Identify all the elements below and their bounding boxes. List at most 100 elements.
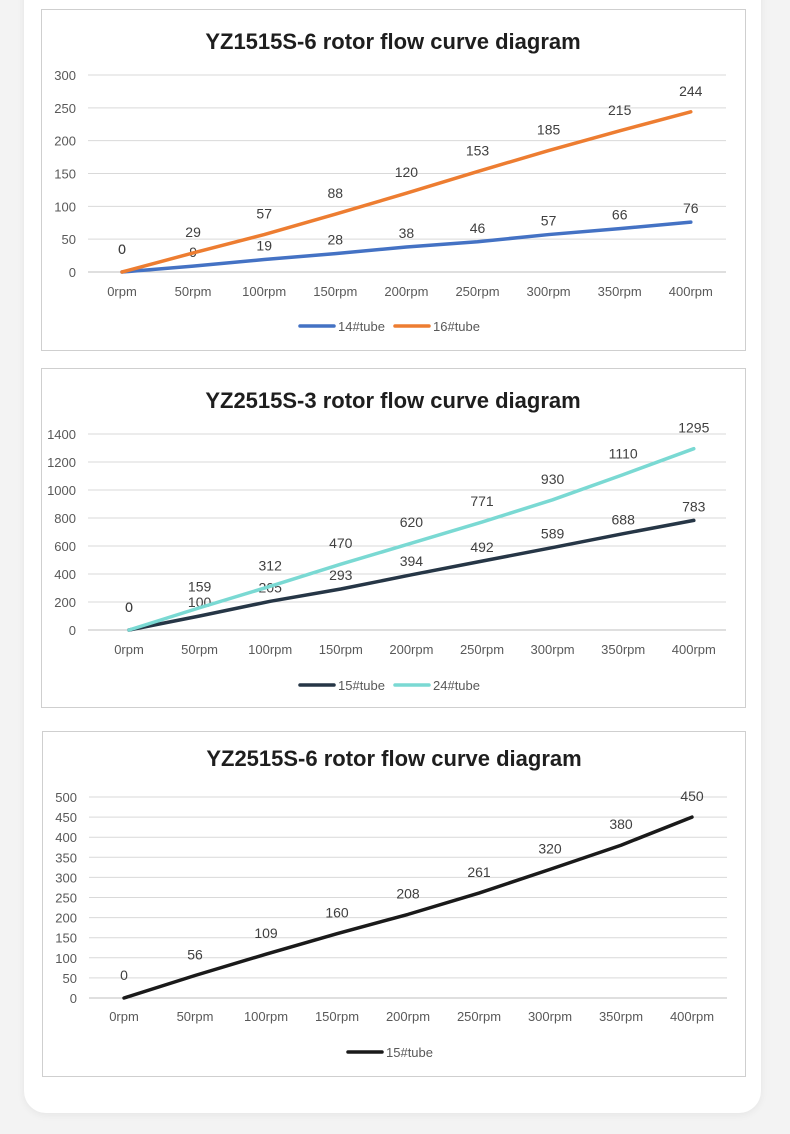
- data-label: 29: [185, 224, 201, 240]
- y-tick-label: 400: [54, 567, 76, 582]
- x-tick-label: 0rpm: [107, 284, 137, 299]
- data-label: 394: [400, 553, 424, 569]
- chart-2-svg: YZ2515S-3 rotor flow curve diagram 0 200 40…: [47, 388, 726, 693]
- data-label: 56: [187, 946, 203, 962]
- data-label: 0: [120, 967, 128, 983]
- data-label: 261: [467, 864, 491, 880]
- data-label: 1110: [609, 446, 638, 462]
- y-tick-label: 300: [55, 870, 77, 885]
- legend-label: 15#tube: [338, 678, 385, 693]
- chart-title: YZ2515S-3 rotor flow curve diagram: [205, 388, 580, 413]
- chart-3-svg: YZ2515S-6 rotor flow curve diagram 0 50 100…: [55, 746, 727, 1060]
- x-tick-label: 200rpm: [384, 284, 428, 299]
- x-tick-label: 150rpm: [315, 1009, 359, 1024]
- series-line-1: [120, 220, 693, 274]
- y-tick-label: 400: [55, 830, 77, 845]
- y-tick-label: 500: [55, 790, 77, 805]
- y-tick-label: 150: [55, 931, 77, 946]
- data-label: 450: [680, 788, 704, 804]
- data-label: 208: [396, 885, 420, 901]
- data-label: 109: [254, 925, 278, 941]
- series-line-2: [120, 110, 693, 274]
- y-tick-label: 100: [54, 199, 76, 214]
- y-tick-label: 200: [55, 911, 77, 926]
- data-label: 688: [612, 512, 636, 528]
- x-tick-label: 0rpm: [114, 642, 144, 657]
- series-line-1: [127, 518, 696, 632]
- y-tick-label: 1000: [47, 483, 76, 498]
- data-label: 28: [328, 232, 344, 248]
- y-tick-label: 100: [55, 951, 77, 966]
- data-label: 1295: [678, 420, 709, 436]
- data-label: 320: [538, 840, 562, 856]
- legend-label: 24#tube: [433, 678, 480, 693]
- y-tick-label: 1200: [47, 455, 76, 470]
- x-tick-label: 250rpm: [457, 1009, 501, 1024]
- data-label: 57: [541, 213, 557, 229]
- x-tick-label: 400rpm: [669, 284, 713, 299]
- y-tick-label: 150: [54, 167, 76, 182]
- data-label: 0: [118, 241, 126, 257]
- y-tick-label: 1400: [47, 427, 76, 442]
- x-tick-label: 400rpm: [670, 1009, 714, 1024]
- data-label: 380: [609, 816, 633, 832]
- x-tick-label: 0rpm: [109, 1009, 139, 1024]
- x-tick-label: 300rpm: [527, 284, 571, 299]
- x-tick-label: 150rpm: [313, 284, 357, 299]
- x-tick-label: 250rpm: [455, 284, 499, 299]
- y-tick-label: 50: [62, 232, 76, 247]
- data-label: 0: [118, 241, 126, 257]
- y-tick-label: 200: [54, 595, 76, 610]
- data-label: 771: [470, 493, 494, 509]
- y-tick-label: 0: [69, 265, 76, 280]
- data-label: 244: [679, 83, 703, 99]
- y-tick-label: 800: [54, 511, 76, 526]
- data-label: 470: [329, 535, 353, 551]
- chart-title: YZ2515S-6 rotor flow curve diagram: [206, 746, 581, 771]
- y-tick-label: 0: [70, 991, 77, 1006]
- x-tick-label: 350rpm: [601, 642, 645, 657]
- data-label: 38: [399, 225, 415, 241]
- legend-label: 15#tube: [386, 1045, 433, 1060]
- chart-1-svg: YZ1515S-6 rotor flow curve diagram 0 50 100…: [54, 29, 726, 334]
- x-tick-label: 100rpm: [248, 642, 292, 657]
- y-tick-label: 200: [54, 134, 76, 149]
- chart-panel-1: YZ1515S-6 rotor flow curve diagram 0 50 100…: [41, 9, 746, 351]
- y-tick-label: 250: [55, 891, 77, 906]
- x-tick-label: 100rpm: [242, 284, 286, 299]
- data-label: 293: [329, 567, 353, 583]
- data-label: 160: [325, 905, 349, 921]
- x-tick-label: 100rpm: [244, 1009, 288, 1024]
- x-tick-label: 300rpm: [528, 1009, 572, 1024]
- data-label: 159: [188, 579, 212, 595]
- data-label: 620: [400, 514, 424, 530]
- x-tick-label: 400rpm: [672, 642, 716, 657]
- x-tick-label: 50rpm: [177, 1009, 214, 1024]
- chart-panel-2: YZ2515S-3 rotor flow curve diagram 0 200 40…: [41, 368, 746, 708]
- data-label: 215: [608, 102, 632, 118]
- y-tick-label: 250: [54, 101, 76, 116]
- data-label: 46: [470, 220, 486, 236]
- data-label: 19: [256, 238, 272, 254]
- y-tick-label: 50: [63, 971, 77, 986]
- series-line-2: [127, 446, 696, 632]
- y-tick-label: 350: [55, 850, 77, 865]
- x-tick-label: 350rpm: [599, 1009, 643, 1024]
- x-tick-label: 250rpm: [460, 642, 504, 657]
- data-label: 153: [466, 143, 490, 159]
- data-label: 0: [125, 599, 133, 615]
- data-label: 57: [256, 206, 272, 222]
- x-tick-label: 50rpm: [175, 284, 212, 299]
- x-tick-label: 300rpm: [531, 642, 575, 657]
- data-label: 783: [682, 498, 706, 514]
- legend-label: 14#tube: [338, 319, 385, 334]
- data-label: 88: [328, 185, 344, 201]
- data-label: 120: [395, 164, 419, 180]
- y-tick-label: 0: [69, 623, 76, 638]
- legend-label: 16#tube: [433, 319, 480, 334]
- x-tick-label: 350rpm: [598, 284, 642, 299]
- chart-title: YZ1515S-6 rotor flow curve diagram: [205, 29, 580, 54]
- data-label: 0: [125, 599, 133, 615]
- data-label: 312: [259, 557, 283, 573]
- data-label: 185: [537, 122, 561, 138]
